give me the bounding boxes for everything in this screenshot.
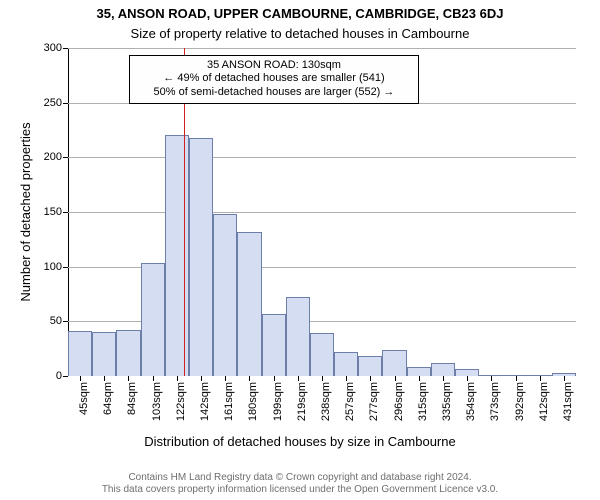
histogram-bar — [407, 367, 431, 376]
x-tick-mark — [177, 376, 178, 381]
x-tick-label: 412sqm — [538, 376, 550, 421]
footer-line-2: This data covers property information li… — [0, 484, 600, 496]
y-tick-mark — [63, 376, 68, 377]
chart-title: 35, ANSON ROAD, UPPER CAMBOURNE, CAMBRID… — [0, 6, 600, 21]
y-tick-mark — [63, 157, 68, 158]
x-tick-mark — [322, 376, 323, 381]
x-tick-mark — [201, 376, 202, 381]
x-tick-mark — [298, 376, 299, 381]
x-tick-mark — [419, 376, 420, 381]
x-tick-mark — [564, 376, 565, 381]
gridline — [68, 157, 576, 158]
x-tick-mark — [128, 376, 129, 381]
x-tick-mark — [540, 376, 541, 381]
histogram-bar — [189, 138, 213, 376]
y-tick-mark — [63, 321, 68, 322]
chart-subtitle: Size of property relative to detached ho… — [0, 26, 600, 41]
x-tick-mark — [274, 376, 275, 381]
gridline — [68, 212, 576, 213]
x-tick-mark — [249, 376, 250, 381]
x-tick-label: 238sqm — [320, 376, 332, 421]
annotation-box: 35 ANSON ROAD: 130sqm← 49% of detached h… — [129, 55, 419, 104]
x-tick-mark — [370, 376, 371, 381]
gridline — [68, 48, 576, 49]
plot-area: 05010015020025030045sqm64sqm84sqm103sqm1… — [68, 48, 576, 376]
x-tick-mark — [104, 376, 105, 381]
x-tick-label: 335sqm — [441, 376, 453, 421]
x-tick-label: 277sqm — [368, 376, 380, 421]
x-tick-label: 373sqm — [489, 376, 501, 421]
histogram-bar — [237, 232, 261, 376]
footer-line-1: Contains HM Land Registry data © Crown c… — [0, 472, 600, 484]
x-tick-label: 315sqm — [417, 376, 429, 421]
y-tick-mark — [63, 103, 68, 104]
histogram-bar — [92, 332, 116, 376]
histogram-bar — [213, 214, 237, 376]
property-size-chart: 35, ANSON ROAD, UPPER CAMBOURNE, CAMBRID… — [0, 0, 600, 500]
annotation-line: 35 ANSON ROAD: 130sqm — [136, 59, 412, 73]
x-tick-label: 354sqm — [465, 376, 477, 421]
x-tick-mark — [225, 376, 226, 381]
x-tick-mark — [467, 376, 468, 381]
annotation-line: ← 49% of detached houses are smaller (54… — [136, 72, 412, 86]
annotation-line: 50% of semi-detached houses are larger (… — [136, 86, 412, 100]
histogram-bar — [431, 363, 455, 376]
x-tick-mark — [491, 376, 492, 381]
x-tick-label: 122sqm — [175, 376, 187, 421]
histogram-bar — [262, 314, 286, 376]
x-tick-label: 45sqm — [78, 376, 90, 415]
histogram-bar — [310, 333, 334, 376]
x-tick-label: 199sqm — [272, 376, 284, 421]
x-tick-label: 257sqm — [344, 376, 356, 421]
x-tick-label: 64sqm — [102, 376, 114, 415]
x-tick-mark — [443, 376, 444, 381]
y-tick-mark — [63, 267, 68, 268]
histogram-bar — [334, 352, 358, 376]
x-axis-label: Distribution of detached houses by size … — [0, 434, 600, 449]
histogram-bar — [382, 350, 406, 376]
x-tick-label: 296sqm — [393, 376, 405, 421]
x-tick-label: 219sqm — [296, 376, 308, 421]
y-tick-mark — [63, 212, 68, 213]
x-tick-mark — [516, 376, 517, 381]
histogram-bar — [286, 297, 310, 376]
x-tick-label: 431sqm — [562, 376, 574, 421]
x-tick-mark — [80, 376, 81, 381]
x-tick-mark — [346, 376, 347, 381]
x-tick-label: 84sqm — [126, 376, 138, 415]
x-tick-label: 392sqm — [514, 376, 526, 421]
chart-footer: Contains HM Land Registry data © Crown c… — [0, 472, 600, 496]
y-tick-mark — [63, 48, 68, 49]
x-tick-label: 103sqm — [151, 376, 163, 421]
histogram-bar — [358, 356, 382, 376]
x-tick-mark — [395, 376, 396, 381]
x-tick-label: 161sqm — [223, 376, 235, 421]
x-tick-label: 142sqm — [199, 376, 211, 421]
x-tick-mark — [153, 376, 154, 381]
x-tick-label: 180sqm — [247, 376, 259, 421]
histogram-bar — [141, 263, 165, 376]
histogram-bar — [116, 330, 140, 376]
histogram-bar — [68, 331, 92, 376]
y-axis-label: Number of detached properties — [18, 122, 33, 301]
